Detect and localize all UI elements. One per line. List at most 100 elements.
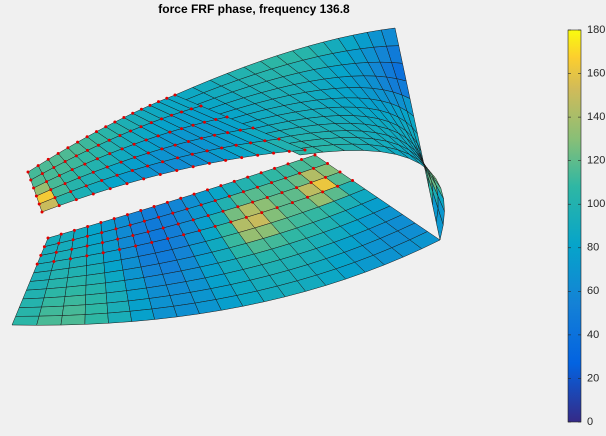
sensor-point xyxy=(190,107,193,110)
sensor-point xyxy=(174,94,177,97)
sensor-point xyxy=(139,209,142,212)
mesh-cell xyxy=(37,316,63,326)
sensor-point xyxy=(32,187,35,190)
sensor-point xyxy=(206,188,209,191)
sensor-point xyxy=(143,220,146,223)
sensor-point xyxy=(324,176,327,179)
colorbar-tick-label: 40 xyxy=(587,329,599,341)
sensor-point xyxy=(146,164,149,167)
mesh-cell xyxy=(26,280,49,290)
sensor-point xyxy=(256,186,259,189)
sensor-point xyxy=(171,212,174,215)
sensor-point xyxy=(85,184,88,187)
sensor-point xyxy=(100,179,103,182)
sensor-point xyxy=(86,225,89,228)
sensor-point xyxy=(260,171,263,174)
mesh-cell xyxy=(64,295,86,306)
sensor-point xyxy=(97,144,100,147)
sensor-point xyxy=(321,190,324,193)
mesh-cell xyxy=(19,298,44,308)
sensor-point xyxy=(70,248,73,251)
sensor-point xyxy=(86,245,89,248)
sensor-point xyxy=(249,141,252,144)
sensor-point xyxy=(99,221,102,224)
sensor-point xyxy=(120,161,123,164)
sensor-point xyxy=(166,201,169,204)
sensor-point xyxy=(86,235,89,238)
sensor-point xyxy=(192,124,195,127)
sensor-point xyxy=(60,233,63,236)
sensor-point xyxy=(159,173,162,176)
sensor-point xyxy=(149,104,152,107)
sensor-point xyxy=(157,134,160,137)
sensor-point xyxy=(220,146,223,149)
sensor-point xyxy=(83,163,86,166)
sensor-point xyxy=(57,242,60,245)
mesh-cell xyxy=(85,303,108,315)
sensor-point xyxy=(108,152,111,155)
sensor-point xyxy=(226,131,229,134)
sensor-point xyxy=(49,188,52,191)
sensor-point xyxy=(104,125,107,128)
sensor-point xyxy=(208,162,211,165)
sensor-point xyxy=(92,192,95,195)
sensor-point xyxy=(157,216,160,219)
sensor-point xyxy=(75,198,78,201)
sensor-point xyxy=(166,237,169,240)
sensor-point xyxy=(64,182,67,185)
sensor-point xyxy=(198,229,201,232)
sensor-point xyxy=(298,172,301,175)
sensor-point xyxy=(78,176,81,179)
sensor-point xyxy=(118,248,121,251)
sensor-point xyxy=(139,125,142,128)
colorbar-tick-label: 20 xyxy=(587,372,599,384)
sensor-point xyxy=(76,141,79,144)
sensor-point xyxy=(193,193,196,196)
sensor-point xyxy=(129,224,132,227)
sensor-point xyxy=(131,112,134,115)
mesh-cell xyxy=(130,309,155,322)
sensor-point xyxy=(53,196,56,199)
sensor-point xyxy=(66,146,69,149)
mesh-cell xyxy=(108,311,132,323)
sensor-point xyxy=(69,257,72,260)
sensor-point xyxy=(47,158,50,161)
colorbar-tick-label: 120 xyxy=(587,155,605,167)
sensor-point xyxy=(35,195,38,198)
sensor-point xyxy=(36,263,39,266)
mesh-cell xyxy=(62,305,85,316)
sensor-point xyxy=(191,153,194,156)
sensor-point xyxy=(266,196,269,199)
sensor-point xyxy=(339,171,342,174)
sensor-point xyxy=(245,216,248,219)
sensor-point xyxy=(242,190,245,193)
sensor-point xyxy=(85,254,88,257)
sensor-point xyxy=(270,181,273,184)
chart-title: force FRF phase, frequency 136.8 xyxy=(158,2,350,16)
sensor-point xyxy=(177,222,180,225)
sensor-point xyxy=(69,190,72,193)
mesh-cell xyxy=(16,307,42,316)
sensor-point xyxy=(180,127,183,130)
sensor-point xyxy=(100,231,103,234)
mesh-cell xyxy=(12,316,39,325)
sensor-point xyxy=(312,167,315,170)
sensor-point xyxy=(213,134,216,137)
sensor-point xyxy=(106,166,109,169)
sensor-point xyxy=(58,204,61,207)
sensor-point xyxy=(157,100,160,103)
sensor-point xyxy=(109,187,112,190)
sensor-point xyxy=(86,135,89,138)
sensor-point xyxy=(113,121,116,124)
sensor-point xyxy=(86,149,89,152)
sensor-point xyxy=(165,97,168,100)
sensor-point xyxy=(92,171,95,174)
mesh-cell xyxy=(85,293,107,305)
sensor-point xyxy=(200,137,203,140)
sensor-point xyxy=(252,127,255,130)
sensor-point xyxy=(126,213,129,216)
sensor-point xyxy=(310,181,313,184)
sensor-point xyxy=(160,147,163,150)
colorbar-tick-label: 80 xyxy=(587,242,599,254)
